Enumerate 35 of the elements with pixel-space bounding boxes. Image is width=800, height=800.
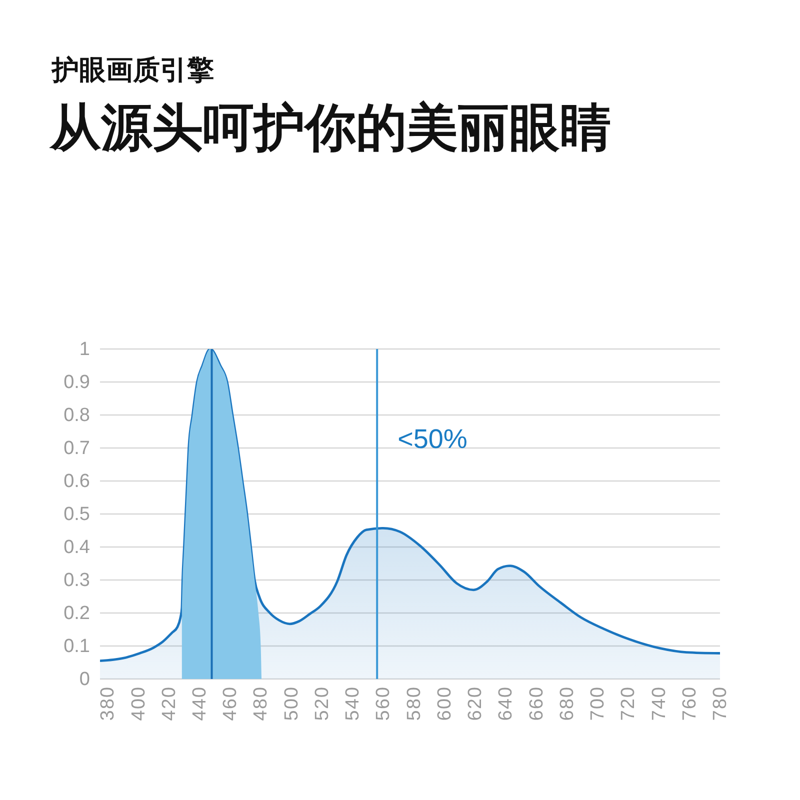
x-tick-label: 600 <box>434 686 455 721</box>
x-tick-label: 680 <box>556 686 578 721</box>
y-tick-label: 0.5 <box>64 504 90 524</box>
y-tick-label: 0.9 <box>64 372 90 392</box>
x-tick-label: 520 <box>311 686 332 721</box>
x-tick-label: 560 <box>372 686 394 721</box>
x-tick-label: 420 <box>158 686 180 721</box>
chart-subtitle: 从源头呵护你的美丽眼睛 <box>50 98 611 158</box>
x-tick-label: 700 <box>587 686 608 721</box>
y-tick-label: 0.3 <box>64 570 90 590</box>
y-tick-label: 0.1 <box>64 636 90 656</box>
x-tick-label: 380 <box>97 686 118 721</box>
x-tick-label: 480 <box>250 686 272 721</box>
x-tick-label: 620 <box>464 686 486 721</box>
y-tick-label: 0.8 <box>64 404 90 426</box>
x-tick-label: 440 <box>189 686 210 721</box>
x-tick-label: 500 <box>280 686 302 721</box>
chart-title: 护眼画质引擎 <box>52 54 214 87</box>
x-tick-label: 640 <box>495 686 516 721</box>
x-tick-label: 720 <box>618 686 639 721</box>
x-tick-label: 400 <box>128 686 149 721</box>
x-tick-label: 740 <box>648 686 670 721</box>
x-tick-label: 780 <box>710 686 730 721</box>
x-tick-label: 760 <box>678 686 700 721</box>
x-tick-label: 540 <box>342 686 364 721</box>
y-tick-label: 0.2 <box>64 602 90 624</box>
y-tick-label: 0.4 <box>64 536 90 558</box>
y-tick-label: 0 <box>79 668 90 690</box>
x-tick-label: 580 <box>403 686 424 721</box>
y-tick-label: 0.6 <box>64 470 90 492</box>
y-tick-label: 1 <box>79 338 90 360</box>
y-tick-label: 0.7 <box>64 438 90 458</box>
annotation: <50% <box>398 422 468 456</box>
x-tick-label: 460 <box>220 686 241 721</box>
x-tick-label: 660 <box>526 686 547 721</box>
